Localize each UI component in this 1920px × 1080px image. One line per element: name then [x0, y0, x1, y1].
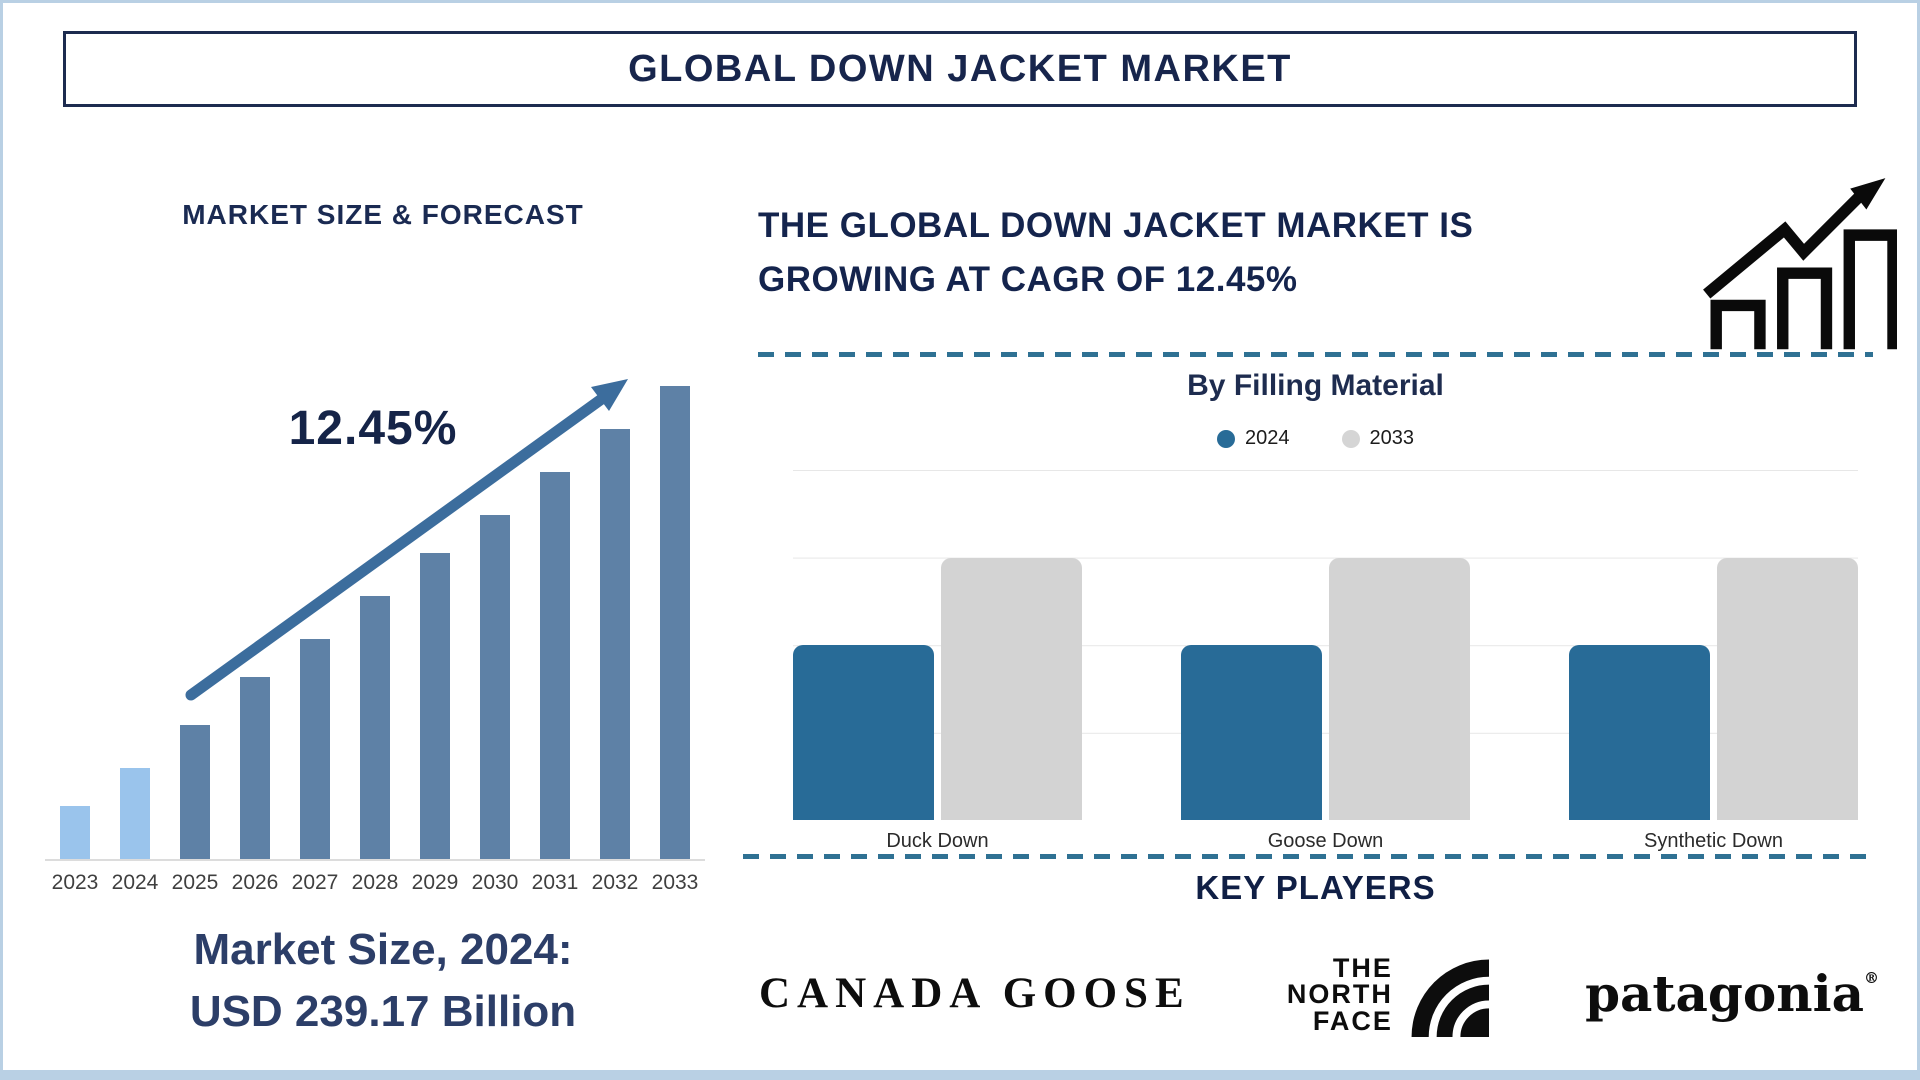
market-size-line1: Market Size, 2024: — [193, 925, 573, 974]
dashed-separator-top — [758, 352, 1873, 357]
bar-2033-duck-down — [941, 557, 1082, 820]
bar-2033-goose-down — [1329, 557, 1470, 820]
north-face-dome-icon — [1411, 959, 1489, 1037]
cagr-headline-line2: GROWING AT CAGR OF 12.45% — [758, 260, 1298, 300]
category-label-synthetic-down: Synthetic Down — [1644, 830, 1783, 852]
canada-goose-logo: CANADA GOOSE — [759, 969, 1191, 1017]
legend-item-2024: 2024 — [1217, 427, 1290, 450]
north-face-logo: THE NORTH FACE — [1287, 949, 1489, 1037]
forecast-column-2025 — [165, 381, 225, 859]
dashed-separator-bottom — [743, 854, 1873, 859]
forecast-bar-2025 — [180, 725, 210, 859]
filling-material-title: By Filling Material — [1187, 369, 1444, 402]
category-label-duck-down: Duck Down — [886, 830, 989, 852]
forecast-year-axis: 2023 2024 2025 2026 2027 2028 2029 2030 2031 2032… — [45, 871, 705, 895]
forecast-bar-2024 — [120, 768, 150, 859]
year-label-2031: 2031 — [531, 871, 579, 894]
forecast-bar-chart — [45, 381, 705, 861]
cagr-annotation: 12.45% — [288, 402, 458, 455]
patagonia-logo: patagonia® — [1585, 963, 1879, 1023]
year-label-2025: 2025 — [171, 871, 219, 894]
year-label-2033: 2033 — [651, 871, 699, 894]
growth-chart-icon — [1703, 178, 1897, 350]
forecast-column-2024 — [105, 381, 165, 859]
page-title: GLOBAL DOWN JACKET MARKET — [628, 47, 1292, 90]
key-players-logos: CANADA GOOSE THE NORTH FACE patagonia® — [759, 933, 1879, 1053]
forecast-column-2026 — [225, 381, 285, 859]
forecast-bar-2026 — [240, 677, 270, 859]
market-size-callout: Market Size, 2024: USD 239.17 Billion — [53, 919, 713, 1042]
title-box: GLOBAL DOWN JACKET MARKET — [63, 31, 1857, 107]
chart-legend: 2024 2033 — [758, 427, 1873, 450]
filling-material-axis: Duck Down Goose Down Synthetic Down — [793, 830, 1858, 853]
forecast-column-2027 — [285, 381, 345, 859]
forecast-bar-2032 — [600, 428, 630, 859]
forecast-column-2023 — [45, 381, 105, 859]
forecast-column-2029 — [405, 381, 465, 859]
forecast-column-2032 — [585, 381, 645, 859]
year-label-2023: 2023 — [51, 871, 99, 894]
legend-label: 2024 — [1245, 427, 1290, 449]
forecast-column-2030 — [465, 381, 525, 859]
north-face-wordmark: THE NORTH FACE — [1286, 953, 1393, 1036]
legend-label: 2033 — [1369, 427, 1415, 449]
cagr-headline: THE GLOBAL DOWN JACKET MARKET IS GROWING… — [758, 199, 1698, 308]
legend-item-2033: 2033 — [1341, 427, 1415, 450]
bar-2024-goose-down — [1181, 645, 1322, 820]
year-label-2024: 2024 — [111, 871, 159, 894]
year-label-2032: 2032 — [591, 871, 639, 894]
legend-dot-icon — [1341, 429, 1360, 448]
bar-group-duck-down — [793, 470, 1082, 820]
year-label-2027: 2027 — [291, 871, 339, 894]
forecast-heading: MARKET SIZE & FORECAST — [182, 199, 584, 230]
forecast-bar-2031 — [540, 471, 570, 859]
filling-material-chart — [793, 470, 1858, 820]
forecast-bar-2027 — [300, 639, 330, 859]
trend-arrow-icon — [185, 379, 628, 701]
forecast-bar-2033 — [660, 385, 690, 859]
bar-2024-duck-down — [793, 645, 934, 820]
registered-mark: ® — [1863, 968, 1879, 987]
forecast-column-2033 — [645, 381, 705, 859]
forecast-column-2031 — [525, 381, 585, 859]
key-players-title: KEY PLAYERS — [1195, 869, 1436, 906]
bar-group-goose-down — [1181, 470, 1470, 820]
category-label-goose-down: Goose Down — [1267, 830, 1384, 852]
market-size-line2: USD 239.17 Billion — [189, 986, 577, 1036]
forecast-bar-2029 — [420, 553, 450, 859]
year-label-2029: 2029 — [411, 871, 459, 894]
forecast-bar-2023 — [60, 806, 90, 859]
year-label-2026: 2026 — [231, 871, 279, 894]
bar-2024-synthetic-down — [1569, 645, 1710, 820]
forecast-column-2028 — [345, 381, 405, 859]
cagr-headline-line1: THE GLOBAL DOWN JACKET MARKET IS — [758, 206, 1474, 245]
year-label-2030: 2030 — [471, 871, 519, 894]
bar-2033-synthetic-down — [1717, 557, 1858, 820]
year-label-2028: 2028 — [351, 871, 399, 894]
legend-dot-icon — [1217, 429, 1235, 448]
forecast-bar-2028 — [360, 596, 390, 859]
forecast-bar-2030 — [480, 514, 510, 859]
bar-group-synthetic-down — [1569, 470, 1858, 820]
